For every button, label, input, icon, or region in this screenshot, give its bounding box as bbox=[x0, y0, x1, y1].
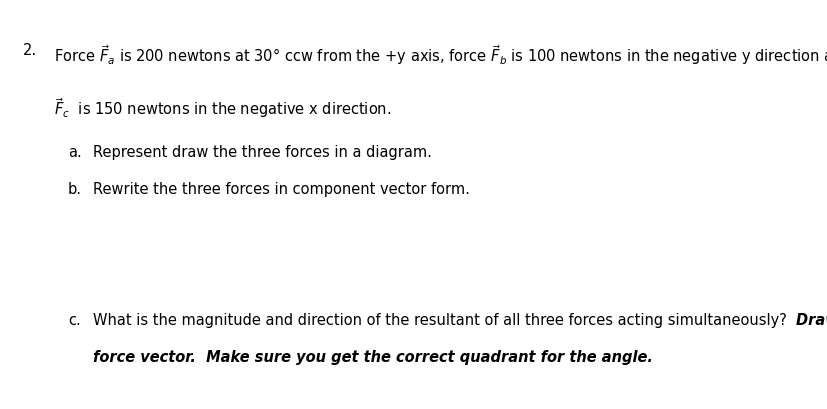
Text: Represent draw the three forces in a diagram.: Represent draw the three forces in a dia… bbox=[93, 145, 431, 160]
Text: $\vec{F}_c$  is 150 newtons in the negative x direction.: $\vec{F}_c$ is 150 newtons in the negati… bbox=[54, 96, 390, 120]
Text: Draw the net: Draw the net bbox=[795, 313, 827, 328]
Text: b.: b. bbox=[68, 182, 82, 197]
Text: Rewrite the three forces in component vector form.: Rewrite the three forces in component ve… bbox=[93, 182, 469, 197]
Text: 2.: 2. bbox=[23, 43, 37, 58]
Text: Force $\vec{F}_a$ is 200 newtons at 30° ccw from the +y axis, force $\vec{F}_b$ : Force $\vec{F}_a$ is 200 newtons at 30° … bbox=[54, 43, 827, 67]
Text: a.: a. bbox=[68, 145, 82, 160]
Text: force vector.  Make sure you get the correct quadrant for the angle.: force vector. Make sure you get the corr… bbox=[93, 350, 652, 365]
Text: c.: c. bbox=[68, 313, 80, 328]
Text: What is the magnitude and direction of the resultant of all three forces acting : What is the magnitude and direction of t… bbox=[93, 313, 795, 328]
